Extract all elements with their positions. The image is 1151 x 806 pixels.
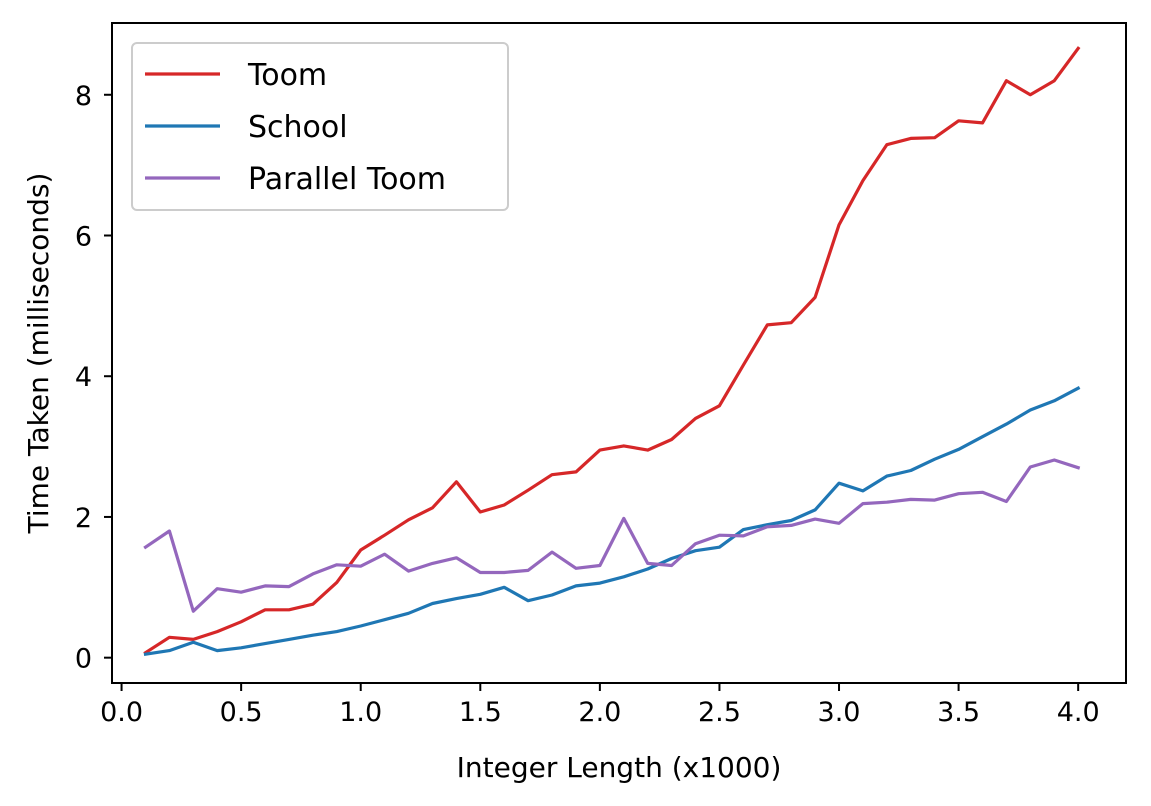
y-tick-label: 4 — [75, 362, 92, 393]
y-tick-label: 8 — [75, 81, 92, 112]
legend-box — [131, 42, 509, 211]
x-tick-label: 3.5 — [937, 697, 980, 728]
x-tick-label: 0.5 — [220, 697, 263, 728]
y-axis: 0 2 4 6 8 — [75, 81, 112, 675]
x-tick-label: 3.0 — [818, 697, 861, 728]
y-tick-label: 0 — [75, 644, 92, 675]
series-line-toom — [143, 46, 1081, 655]
x-tick-label: 1.0 — [339, 697, 382, 728]
x-axis-label: Integer Length (x1000) — [457, 751, 782, 784]
legend-label-toom: Toom — [247, 58, 327, 93]
legend-label-school: School — [248, 110, 348, 145]
x-tick-label: 2.0 — [578, 697, 621, 728]
y-axis-label: Time Taken (milliseconds) — [22, 173, 55, 535]
series-lines — [143, 46, 1081, 657]
x-tick-label: 0.0 — [100, 697, 143, 728]
y-tick-label: 6 — [75, 221, 92, 252]
x-tick-label: 4.0 — [1057, 697, 1100, 728]
plot-frame — [111, 22, 1127, 684]
legend: Toom School Parallel Toom — [131, 42, 509, 211]
y-tick-label: 2 — [75, 503, 92, 534]
series-line-school — [143, 386, 1081, 657]
series-line-parallel-toom — [143, 458, 1081, 613]
legend-label-parallel-toom: Parallel Toom — [248, 162, 446, 197]
x-tick-label: 1.5 — [459, 697, 502, 728]
x-axis: 0.0 0.5 1.0 1.5 2.0 2.5 3.0 3.5 4.0 — [100, 683, 1100, 728]
x-tick-label: 2.5 — [698, 697, 741, 728]
